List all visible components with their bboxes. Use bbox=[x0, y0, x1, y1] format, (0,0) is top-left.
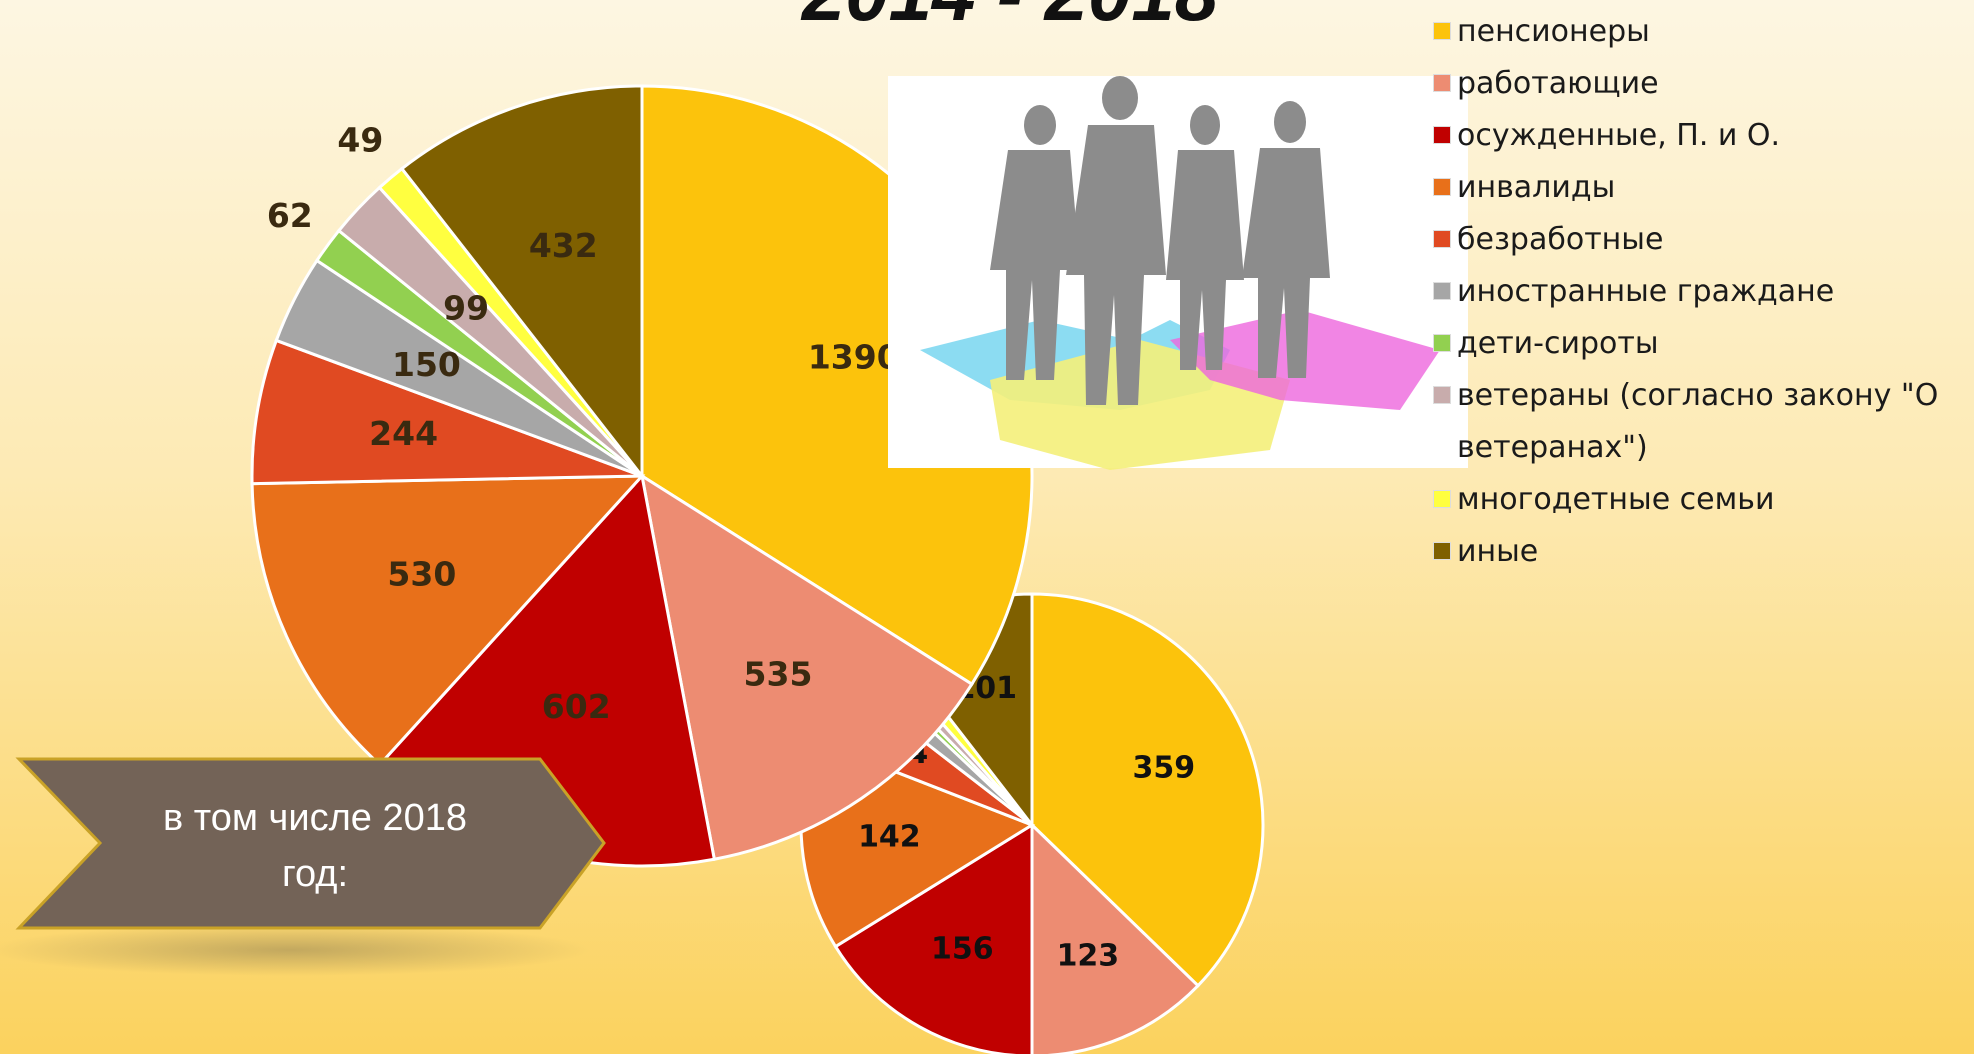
banner-shadow bbox=[0, 924, 590, 976]
slide: 3591231561424415681010113905356025302441… bbox=[0, 0, 1974, 1054]
legend-swatch bbox=[1433, 22, 1451, 40]
data-label: 142 bbox=[858, 820, 921, 855]
legend-swatch bbox=[1433, 282, 1451, 300]
legend-label: многодетные семьи bbox=[1457, 474, 1774, 526]
legend-label: иные bbox=[1457, 526, 1538, 578]
legend-swatch bbox=[1433, 334, 1451, 352]
data-label: 1390 bbox=[808, 338, 900, 377]
legend-label: дети-сироты bbox=[1457, 318, 1659, 370]
legend-swatch bbox=[1433, 178, 1451, 196]
legend-swatch bbox=[1433, 542, 1451, 560]
banner-text: в том числе 2018 год: bbox=[150, 790, 480, 902]
photo bbox=[888, 76, 1468, 470]
legend-label: ветераны (согласно закону "О ветеранах") bbox=[1457, 370, 1973, 474]
legend-item: ветераны (согласно закону "О ветеранах") bbox=[1433, 370, 1973, 474]
legend-label: безработные bbox=[1457, 214, 1663, 266]
data-label: 150 bbox=[392, 345, 461, 384]
legend-swatch bbox=[1433, 74, 1451, 92]
legend-label: пенсионеры bbox=[1457, 6, 1650, 58]
data-label: 156 bbox=[931, 932, 994, 967]
data-label: 359 bbox=[1133, 751, 1196, 786]
title: 2014 - 2018 bbox=[760, 0, 1260, 39]
data-label: 432 bbox=[529, 226, 598, 265]
legend-item: осужденные, П. и О. bbox=[1433, 110, 1973, 162]
legend-swatch bbox=[1433, 386, 1451, 404]
legend-label: работающие bbox=[1457, 58, 1659, 110]
legend-label: инвалиды bbox=[1457, 162, 1615, 214]
data-label: 62 bbox=[267, 196, 313, 235]
data-label: 244 bbox=[369, 414, 438, 453]
legend-swatch bbox=[1433, 126, 1451, 144]
legend-label: осужденные, П. и О. bbox=[1457, 110, 1780, 162]
legend-label: иностранные граждане bbox=[1457, 266, 1834, 318]
legend-swatch bbox=[1433, 230, 1451, 248]
legend-item: работающие bbox=[1433, 58, 1973, 110]
legend-item: иные bbox=[1433, 526, 1973, 578]
data-label: 535 bbox=[744, 654, 813, 693]
data-label: 49 bbox=[337, 121, 383, 160]
data-label: 530 bbox=[387, 555, 456, 594]
data-label: 99 bbox=[443, 289, 489, 328]
legend-item: дети-сироты bbox=[1433, 318, 1973, 370]
legend-swatch bbox=[1433, 490, 1451, 508]
data-label: 602 bbox=[542, 687, 611, 726]
legend-item: пенсионеры bbox=[1433, 6, 1973, 58]
legend-item: инвалиды bbox=[1433, 162, 1973, 214]
data-label: 123 bbox=[1057, 938, 1120, 973]
legend-item: безработные bbox=[1433, 214, 1973, 266]
legend-item: многодетные семьи bbox=[1433, 474, 1973, 526]
legend-item: иностранные граждане bbox=[1433, 266, 1973, 318]
